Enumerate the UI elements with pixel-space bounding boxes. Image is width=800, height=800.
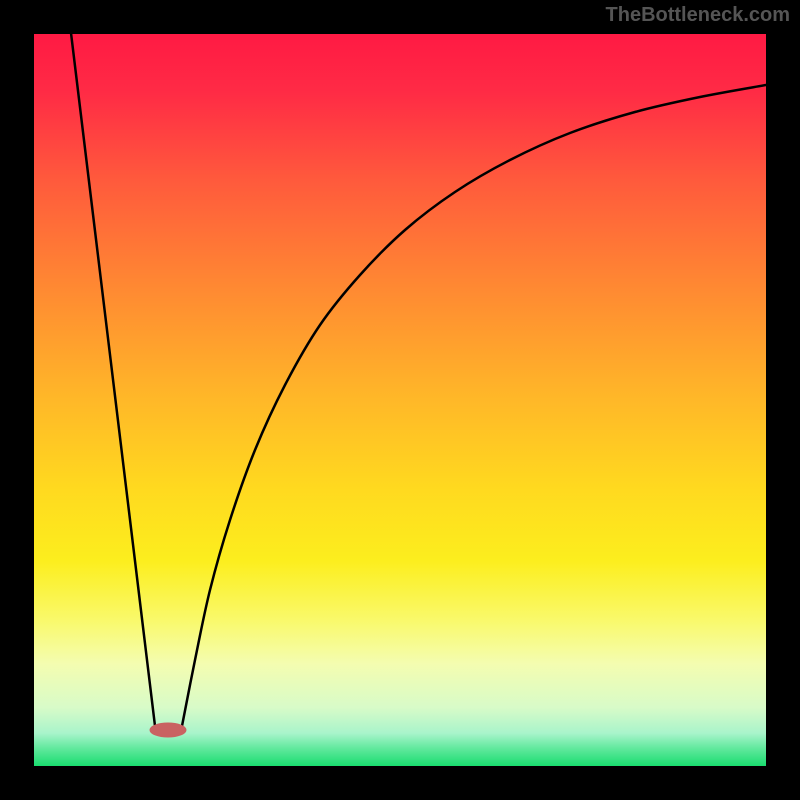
bottleneck-chart [0,0,800,800]
optimal-marker [150,723,186,737]
chart-background [34,34,766,766]
watermark-text: TheBottleneck.com [606,4,790,27]
chart-container: TheBottleneck.com [0,0,800,800]
